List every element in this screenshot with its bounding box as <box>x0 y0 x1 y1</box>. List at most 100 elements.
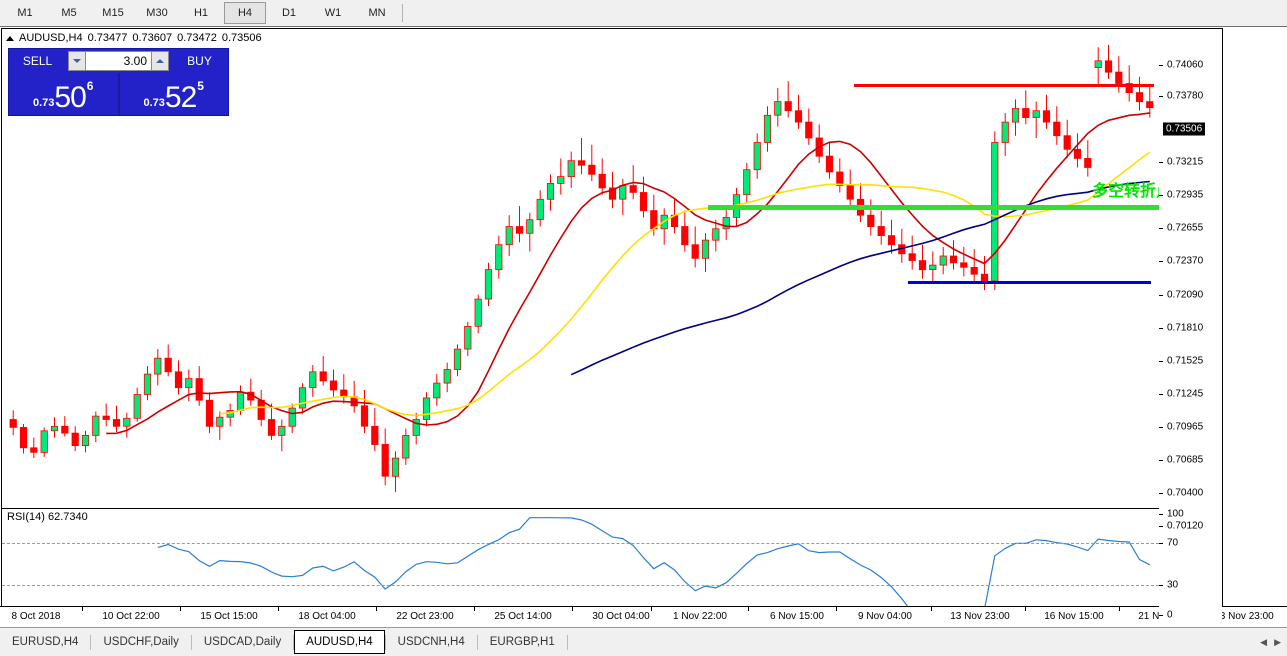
sell-button[interactable]: SELL <box>9 49 66 73</box>
chart-tab-eurgbp[interactable]: EURGBP,H1 <box>489 636 555 648</box>
rsi-axis-label: 30 <box>1167 579 1179 591</box>
price-axis-label: 0.71245 <box>1167 388 1204 400</box>
timeframe-button-m30[interactable]: M30 <box>146 7 168 19</box>
chart-tab-usdcnh[interactable]: USDCNH,H4 <box>397 636 465 648</box>
time-axis-label: 22 Oct 23:00 <box>396 611 454 622</box>
price-axis-tick <box>1159 96 1163 97</box>
price-axis-tick <box>1159 526 1163 527</box>
price-axis-label: 0.72655 <box>1167 222 1204 234</box>
collapse-triangle-icon[interactable] <box>6 35 14 41</box>
chart-tabbar: EURUSD,H4 USDCHF,Daily USDCAD,Daily AUDUSD,… <box>0 627 1287 656</box>
volume-control: 3.00 <box>66 49 171 73</box>
toolbar-divider <box>402 4 403 22</box>
volume-input[interactable]: 3.00 <box>86 51 151 71</box>
chart-annotation-text[interactable]: 多空转折点 <box>1092 181 1159 200</box>
tab-divider <box>384 634 386 650</box>
support-line[interactable] <box>908 281 1151 284</box>
rsi-level-line <box>2 585 1159 586</box>
rsi-level-line <box>2 543 1159 544</box>
time-axis-label: 1 Nov 22:00 <box>673 611 727 622</box>
timeframe-button-h1[interactable]: H1 <box>193 7 209 19</box>
time-axis-tick <box>278 607 279 611</box>
pivot-line[interactable] <box>708 205 1159 210</box>
volume-decrease-button[interactable] <box>68 51 86 71</box>
timeframe-button-d1[interactable]: D1 <box>281 7 297 19</box>
chart-tab-usdchf[interactable]: USDCHF,Daily <box>103 636 179 648</box>
time-axis-label: 23 Nov 23:00 <box>1214 611 1274 622</box>
current-price-tag: 0.73506 <box>1163 122 1206 136</box>
bid-price-cell[interactable]: 0.73 50 6 <box>9 73 118 115</box>
price-axis-label: 0.74060 <box>1167 59 1204 71</box>
ask-price-fraction: 5 <box>197 79 204 93</box>
tab-scroll-controls: ◀ ▶ <box>1260 637 1281 648</box>
rsi-axis-tick <box>1159 514 1163 515</box>
price-axis-label: 0.73215 <box>1167 156 1204 168</box>
time-axis-label: 30 Oct 04:00 <box>592 611 650 622</box>
price-axis-label: 0.71810 <box>1167 322 1204 334</box>
candlestick-plot <box>9 44 1154 493</box>
ask-price-cell[interactable]: 0.73 52 5 <box>117 73 229 115</box>
rsi-axis-tick <box>1159 585 1163 586</box>
bid-price-main: 50 <box>54 81 86 114</box>
time-axis[interactable]: 8 Oct 2018 10 Oct 22:00 15 Oct 15:00 18 Oct… <box>0 606 1287 629</box>
time-axis-label: 16 Nov 15:00 <box>1044 611 1104 622</box>
ocp-price-row: 0.73 50 6 0.73 52 5 <box>9 73 228 115</box>
chart-tab-audusd[interactable]: AUDUSD,H4 <box>294 630 385 654</box>
time-axis-tick <box>1025 607 1026 611</box>
price-axis-tick <box>1159 394 1163 395</box>
rsi-label: RSI(14) 62.7340 <box>7 511 88 523</box>
price-axis[interactable]: 0.74060 0.73780 0.73215 0.72935 0.72655 0.723… <box>1159 29 1222 625</box>
price-pane[interactable]: 多空转折点 <box>2 29 1159 508</box>
chart-symbol-header: AUDUSD,H4 0.73477 0.73607 0.73472 0.7350… <box>6 31 262 45</box>
ohlc-open: 0.73477 <box>87 32 128 44</box>
time-axis-label: 6 Nov 15:00 <box>770 611 824 622</box>
tab-scroll-left-icon[interactable]: ◀ <box>1260 636 1268 647</box>
timeframe-button-w1[interactable]: W1 <box>324 7 342 19</box>
time-axis-tick <box>931 607 932 611</box>
price-axis-label: 0.70965 <box>1167 421 1204 433</box>
time-axis-label: 13 Nov 23:00 <box>950 611 1010 622</box>
timeframe-button-h4[interactable]: H4 <box>224 2 266 24</box>
tab-scroll-right-icon[interactable]: ▶ <box>1274 636 1281 647</box>
price-axis-tick <box>1159 328 1163 329</box>
timeframe-button-mn[interactable]: MN <box>368 7 386 19</box>
chart-frame: AUDUSD,H4 0.73477 0.73607 0.73472 0.7350… <box>1 28 1223 626</box>
chart-tab-usdcad[interactable]: USDCAD,Daily <box>203 636 282 648</box>
price-axis-tick <box>1159 195 1163 196</box>
buy-button[interactable]: BUY <box>171 49 228 73</box>
ocp-top-row: SELL 3.00 BUY <box>9 49 228 73</box>
chart-tab-eurusd[interactable]: EURUSD,H4 <box>12 636 79 648</box>
price-axis-label: 0.73780 <box>1167 90 1204 102</box>
time-axis-tick <box>748 607 749 611</box>
timeframe-button-m5[interactable]: M5 <box>61 7 77 19</box>
price-axis-label: 0.70685 <box>1167 454 1204 466</box>
volume-increase-button[interactable] <box>151 51 169 71</box>
price-axis-tick <box>1159 427 1163 428</box>
price-axis-tick <box>1159 261 1163 262</box>
time-axis-label: 18 Oct 04:00 <box>298 611 356 622</box>
price-axis-label: 0.72370 <box>1167 255 1204 267</box>
rsi-axis-label: 100 <box>1167 508 1184 520</box>
price-axis-tick <box>1159 162 1163 163</box>
tab-divider <box>566 634 568 650</box>
resistance-line[interactable] <box>854 84 1154 87</box>
timeframe-button-m15[interactable]: M15 <box>102 7 124 19</box>
time-axis-tick <box>82 607 83 611</box>
chart-area: AUDUSD,H4 0.73477 0.73607 0.73472 0.7350… <box>0 26 1287 629</box>
time-axis-tick <box>376 607 377 611</box>
tab-divider <box>190 634 192 650</box>
price-axis-label: 0.71525 <box>1167 355 1204 367</box>
price-axis-tick <box>1159 493 1163 494</box>
bid-price-fraction: 6 <box>86 79 94 93</box>
ask-price-main: 52 <box>164 81 197 114</box>
time-axis-tick <box>572 607 573 611</box>
time-axis-tick <box>836 607 837 611</box>
time-axis-label: 10 Oct 22:00 <box>102 611 160 622</box>
timeframe-button-m1[interactable]: M1 <box>17 7 33 19</box>
rsi-axis-label: 0 <box>1167 609 1173 621</box>
price-axis-label: 0.72090 <box>1167 289 1204 301</box>
time-axis-tick <box>180 607 181 611</box>
ohlc-low: 0.73472 <box>177 32 217 44</box>
price-axis-tick <box>1159 65 1163 66</box>
